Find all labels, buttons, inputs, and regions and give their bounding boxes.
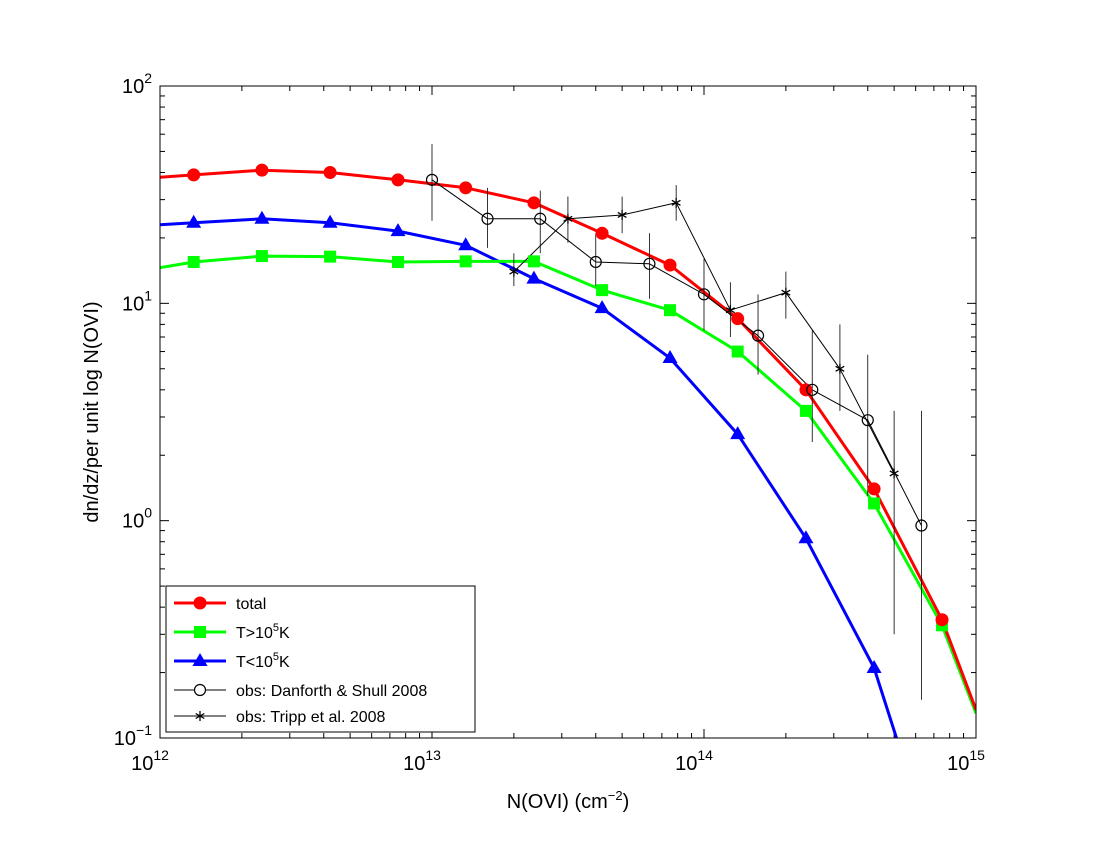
x-tick-label: 1013 <box>403 747 441 775</box>
point-obs-danforth-shull-2008 <box>697 288 711 301</box>
point-t-10-5k <box>596 284 609 297</box>
legend-entry-total: total <box>174 596 266 613</box>
legend-label-danforth: obs: Danforth & Shull 2008 <box>236 683 427 700</box>
point-total <box>391 173 405 187</box>
point-obs-tripp-et-al-2008 <box>671 197 681 208</box>
point-obs-tripp-et-al-2008 <box>781 287 791 298</box>
y-tick-label: 100 <box>122 505 152 533</box>
point-obs-danforth-shull-2008 <box>751 329 765 342</box>
series-line-obs-tripp-et-al-2008 <box>513 202 895 474</box>
point-t-10-5k <box>186 214 202 228</box>
point-obs-tripp-et-al-2008 <box>835 363 845 374</box>
legend-box <box>165 585 476 733</box>
y-tick-label: 10−1 <box>114 722 152 750</box>
x-tick-label: 1012 <box>131 747 169 775</box>
point-t-10-5k <box>187 255 200 268</box>
point-total <box>595 226 609 240</box>
point-total <box>187 168 201 182</box>
legend-label-cool: T<105K <box>236 651 290 671</box>
legend-marker-cool <box>192 653 208 666</box>
y-axis-title: dn/dz/per unit log N(OVI) <box>81 301 103 522</box>
point-obs-tripp-et-al-2008 <box>617 209 627 220</box>
point-obs-danforth-shull-2008 <box>643 257 656 270</box>
point-t-10-5k <box>254 210 270 224</box>
legend-entry-hot: T>105K <box>174 622 290 642</box>
point-total <box>867 482 881 496</box>
point-total <box>731 312 745 326</box>
y-tick-label: 102 <box>122 70 152 98</box>
point-obs-danforth-shull-2008 <box>534 212 547 225</box>
point-total <box>255 163 269 177</box>
point-obs-danforth-shull-2008 <box>425 173 439 186</box>
point-t-10-5k <box>866 659 882 673</box>
point-total <box>663 258 677 272</box>
point-t-10-5k <box>664 304 677 317</box>
point-t-10-5k <box>392 255 405 268</box>
legend-marker-hot <box>194 626 206 638</box>
point-t-10-5k <box>459 255 472 268</box>
x-tick-label: 1014 <box>675 747 713 775</box>
point-obs-danforth-shull-2008 <box>915 519 928 532</box>
point-obs-tripp-et-al-2008 <box>563 213 573 224</box>
point-obs-danforth-shull-2008 <box>589 255 602 269</box>
plot-frame <box>159 85 977 739</box>
legend-label-total: total <box>236 596 266 613</box>
point-t-10-5k <box>662 350 678 364</box>
legend-marker-tripp <box>195 711 205 721</box>
legend-marker-danforth <box>193 683 207 697</box>
point-t-10-5k <box>458 237 474 251</box>
point-t-10-5k <box>322 214 338 228</box>
point-total <box>527 196 541 210</box>
point-t-10-5k <box>731 345 744 358</box>
point-obs-tripp-et-al-2008 <box>509 266 519 277</box>
ticks-layer <box>159 86 976 739</box>
point-t-10-5k <box>390 223 406 237</box>
y-tick-label: 101 <box>122 287 152 315</box>
point-t-10-5k <box>526 270 542 284</box>
legend-entry-tripp: obs: Tripp et al. 2008 <box>174 709 386 726</box>
point-total <box>459 181 473 195</box>
point-t-10-5k <box>594 300 610 314</box>
point-t-10-5k <box>730 426 746 440</box>
point-obs-tripp-et-al-2008 <box>725 305 735 316</box>
point-total <box>323 165 337 179</box>
legend-label-hot: T>105K <box>236 622 290 642</box>
point-t-10-5k <box>324 250 337 263</box>
tick-labels-layer: 1012 1013 1014 1015 10−1 100 101 102 <box>114 70 985 775</box>
point-obs-danforth-shull-2008 <box>806 383 819 396</box>
point-obs-tripp-et-al-2008 <box>889 468 899 479</box>
legend-entry-danforth: obs: Danforth & Shull 2008 <box>174 683 427 700</box>
markers-layer <box>186 163 949 673</box>
point-t-10-5k <box>798 530 814 544</box>
legend-entry-cool: T<105K <box>174 651 290 671</box>
point-total <box>799 383 813 397</box>
point-t-10-5k <box>799 404 812 417</box>
x-axis-title: N(OVI) (cm−2) <box>507 788 630 813</box>
legend: total T>105K T<105K obs: Danforth & Shul… <box>165 585 476 733</box>
x-tick-label: 1015 <box>947 747 985 775</box>
point-t-10-5k <box>868 497 881 510</box>
point-obs-danforth-shull-2008 <box>481 212 494 225</box>
point-obs-danforth-shull-2008 <box>861 414 874 427</box>
legend-marker-total <box>193 596 207 610</box>
point-t-10-5k <box>527 255 540 268</box>
point-total <box>935 613 949 627</box>
series-line-t-10-5k <box>160 254 976 714</box>
legend-label-tripp: obs: Tripp et al. 2008 <box>236 709 386 726</box>
point-t-10-5k <box>255 250 268 263</box>
